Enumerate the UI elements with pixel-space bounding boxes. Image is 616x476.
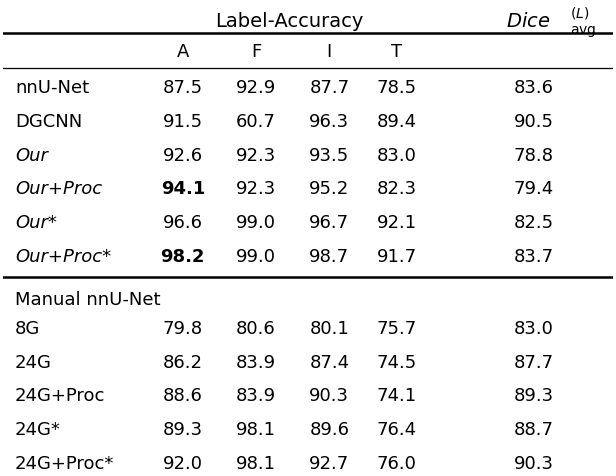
- Text: 24G+Proc*: 24G+Proc*: [15, 455, 115, 473]
- Text: $(L)$: $(L)$: [570, 5, 590, 21]
- Text: 24G+Proc: 24G+Proc: [15, 387, 105, 406]
- Text: 93.5: 93.5: [309, 147, 349, 165]
- Text: I: I: [326, 43, 332, 60]
- Text: 87.5: 87.5: [163, 79, 203, 97]
- Text: 98.2: 98.2: [161, 248, 205, 266]
- Text: 92.7: 92.7: [309, 455, 349, 473]
- Text: 83.0: 83.0: [376, 147, 416, 165]
- Text: 24G: 24G: [15, 354, 52, 372]
- Text: 96.3: 96.3: [309, 113, 349, 131]
- Text: 83.7: 83.7: [514, 248, 554, 266]
- Text: 92.3: 92.3: [236, 180, 276, 198]
- Text: 88.6: 88.6: [163, 387, 203, 406]
- Text: 96.6: 96.6: [163, 214, 203, 232]
- Text: Our+Proc*: Our+Proc*: [15, 248, 111, 266]
- Text: Our: Our: [15, 147, 48, 165]
- Text: 90.3: 90.3: [309, 387, 349, 406]
- Text: 89.4: 89.4: [376, 113, 416, 131]
- Text: $\mathit{Dice}$: $\mathit{Dice}$: [506, 12, 551, 31]
- Text: 98.7: 98.7: [309, 248, 349, 266]
- Text: 89.6: 89.6: [309, 421, 349, 439]
- Text: 83.9: 83.9: [236, 354, 276, 372]
- Text: 60.7: 60.7: [236, 113, 276, 131]
- Text: 99.0: 99.0: [236, 214, 276, 232]
- Text: 98.1: 98.1: [236, 421, 276, 439]
- Text: 83.0: 83.0: [514, 320, 554, 338]
- Text: 76.0: 76.0: [376, 455, 416, 473]
- Text: 83.6: 83.6: [514, 79, 554, 97]
- Text: 99.0: 99.0: [236, 248, 276, 266]
- Text: $\mathrm{avg}$: $\mathrm{avg}$: [570, 24, 597, 39]
- Text: 79.4: 79.4: [514, 180, 554, 198]
- Text: 92.3: 92.3: [236, 147, 276, 165]
- Text: 78.8: 78.8: [514, 147, 554, 165]
- Text: 82.5: 82.5: [514, 214, 554, 232]
- Text: Manual nnU-Net: Manual nnU-Net: [15, 291, 161, 309]
- Text: 76.4: 76.4: [376, 421, 416, 439]
- Text: 91.5: 91.5: [163, 113, 203, 131]
- Text: 80.1: 80.1: [309, 320, 349, 338]
- Text: 92.1: 92.1: [376, 214, 416, 232]
- Text: Label-Accuracy: Label-Accuracy: [216, 12, 364, 31]
- Text: T: T: [391, 43, 402, 60]
- Text: A: A: [177, 43, 189, 60]
- Text: 88.7: 88.7: [514, 421, 554, 439]
- Text: 86.2: 86.2: [163, 354, 203, 372]
- Text: 91.7: 91.7: [376, 248, 416, 266]
- Text: 92.0: 92.0: [163, 455, 203, 473]
- Text: 92.9: 92.9: [236, 79, 276, 97]
- Text: 83.9: 83.9: [236, 387, 276, 406]
- Text: 89.3: 89.3: [514, 387, 554, 406]
- Text: F: F: [251, 43, 261, 60]
- Text: 74.5: 74.5: [376, 354, 416, 372]
- Text: DGCNN: DGCNN: [15, 113, 83, 131]
- Text: 87.7: 87.7: [514, 354, 554, 372]
- Text: 90.5: 90.5: [514, 113, 554, 131]
- Text: 79.8: 79.8: [163, 320, 203, 338]
- Text: 78.5: 78.5: [376, 79, 416, 97]
- Text: 24G*: 24G*: [15, 421, 61, 439]
- Text: 89.3: 89.3: [163, 421, 203, 439]
- Text: 94.1: 94.1: [161, 180, 205, 198]
- Text: 87.4: 87.4: [309, 354, 349, 372]
- Text: Our*: Our*: [15, 214, 57, 232]
- Text: 75.7: 75.7: [376, 320, 416, 338]
- Text: Our+Proc: Our+Proc: [15, 180, 102, 198]
- Text: 95.2: 95.2: [309, 180, 349, 198]
- Text: 82.3: 82.3: [376, 180, 416, 198]
- Text: 74.1: 74.1: [376, 387, 416, 406]
- Text: 90.3: 90.3: [514, 455, 554, 473]
- Text: 87.7: 87.7: [309, 79, 349, 97]
- Text: 8G: 8G: [15, 320, 40, 338]
- Text: 96.7: 96.7: [309, 214, 349, 232]
- Text: 98.1: 98.1: [236, 455, 276, 473]
- Text: 80.6: 80.6: [237, 320, 276, 338]
- Text: 92.6: 92.6: [163, 147, 203, 165]
- Text: nnU-Net: nnU-Net: [15, 79, 89, 97]
